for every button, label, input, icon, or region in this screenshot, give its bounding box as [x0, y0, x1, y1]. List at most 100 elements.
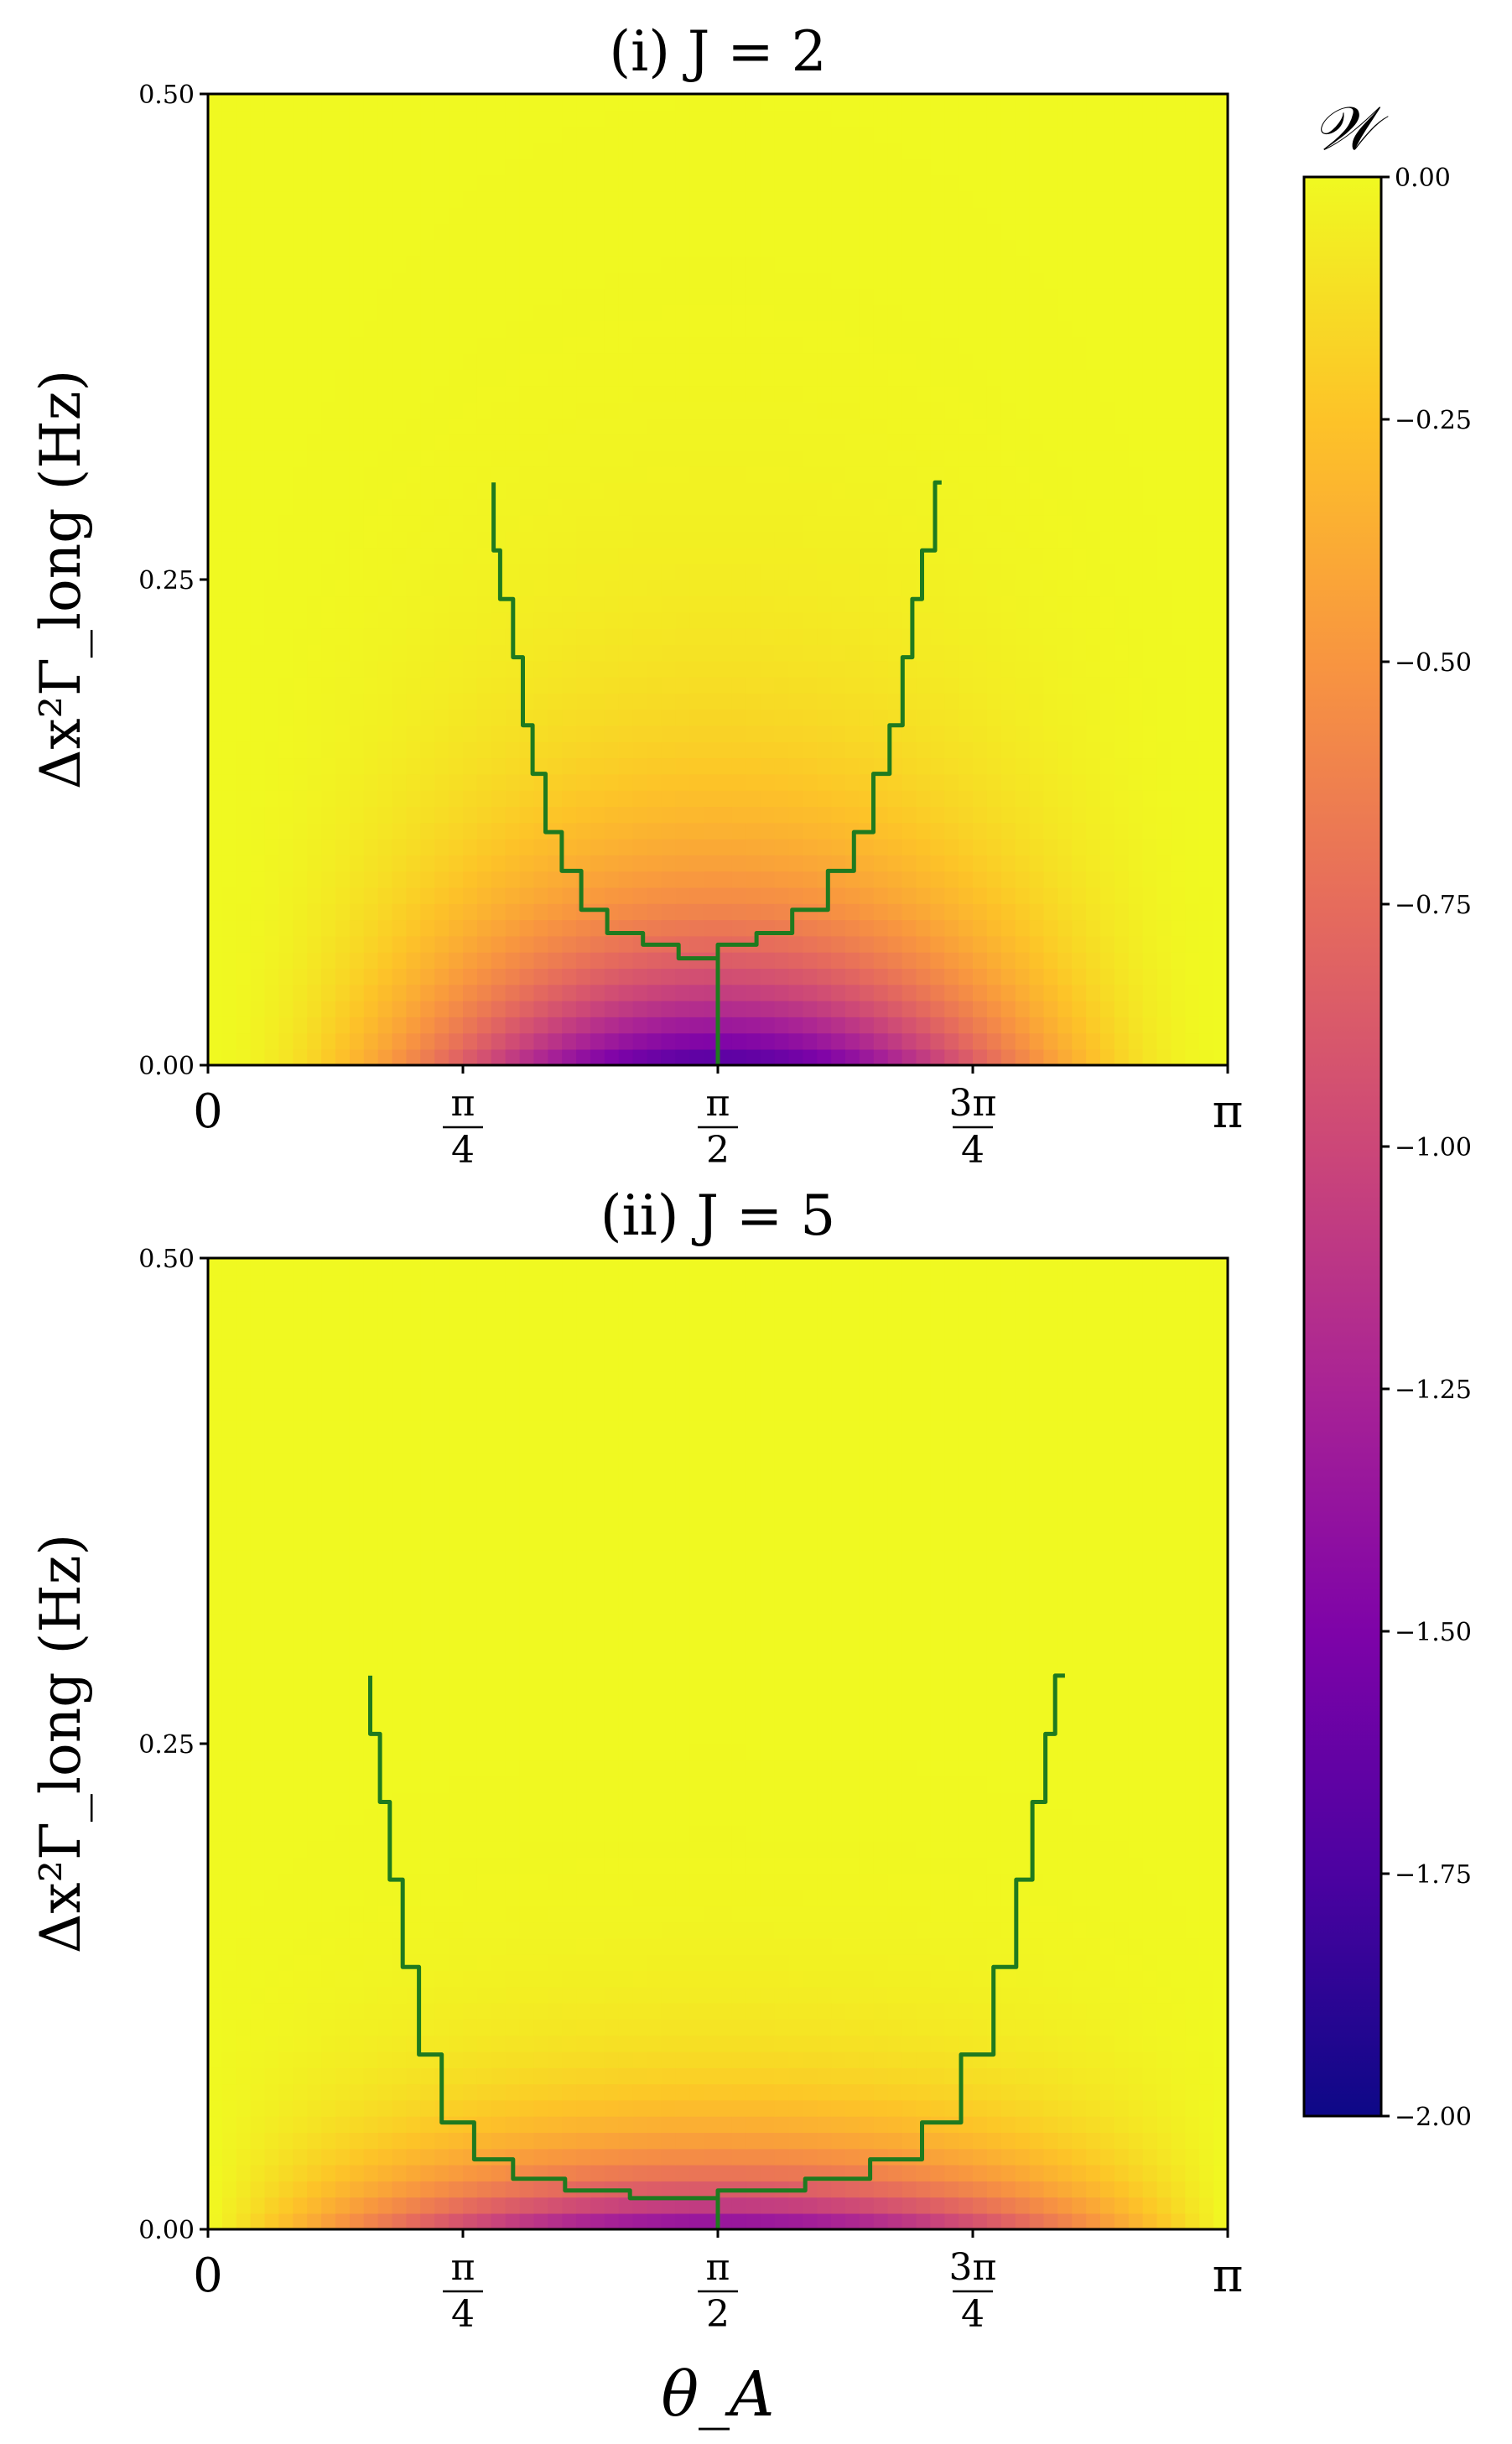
heatmap-cell [392, 855, 408, 872]
heatmap-cell [307, 580, 322, 597]
heatmap-cell [1156, 2148, 1172, 2166]
heatmap-cell [675, 1000, 691, 1017]
heatmap-cell [1015, 352, 1031, 370]
heatmap-cell [278, 2115, 294, 2133]
heatmap-cell [675, 2164, 691, 2181]
heatmap-cell [1057, 693, 1073, 710]
heatmap-cell [661, 514, 677, 532]
heatmap-cell [449, 1032, 464, 1050]
heatmap-cell [788, 822, 804, 840]
heatmap-cell [930, 159, 946, 176]
heatmap-cell [463, 450, 478, 467]
x-tick-denominator: 4 [961, 1129, 985, 1172]
heatmap-cell [533, 174, 549, 192]
heatmap-cell [930, 951, 946, 969]
heatmap-cell [618, 2132, 634, 2150]
heatmap-cell [1100, 320, 1115, 338]
heatmap-cell [321, 2083, 336, 2101]
heatmap-cell [335, 822, 351, 840]
heatmap-cell [774, 968, 790, 985]
heatmap-cell [704, 2181, 719, 2198]
heatmap-cell [944, 2148, 959, 2166]
heatmap-cell [491, 2164, 507, 2181]
heatmap-cell [647, 2099, 662, 2117]
heatmap-cell [1128, 2164, 1144, 2181]
heatmap-cell [491, 935, 507, 953]
heatmap-cell [916, 142, 932, 159]
heatmap-cell [278, 2197, 294, 2214]
heatmap-cell [930, 627, 946, 645]
heatmap-cell [618, 547, 634, 564]
heatmap-cell [704, 304, 719, 321]
heatmap-cell [675, 531, 691, 549]
heatmap-cell [420, 676, 436, 694]
heatmap-cell [420, 2132, 436, 2150]
heatmap-cell [1100, 159, 1115, 176]
heatmap-cell [689, 272, 704, 289]
heatmap-cell [986, 482, 1002, 500]
heatmap-cell [1086, 2132, 1101, 2150]
heatmap-cell [1128, 288, 1144, 305]
heatmap-cell [689, 2213, 704, 2229]
heatmap-cell [774, 514, 790, 532]
heatmap-cell [278, 595, 294, 613]
heatmap-cell [959, 887, 974, 904]
heatmap-cell [208, 563, 223, 580]
heatmap-cell [803, 725, 818, 742]
heatmap-cell [1128, 951, 1144, 969]
heatmap-cell [1213, 580, 1228, 597]
heatmap-cell [406, 288, 422, 305]
heatmap-cell [1086, 514, 1101, 532]
heatmap-cell [1029, 498, 1045, 516]
heatmap-cell [604, 580, 620, 597]
heatmap-cell [1086, 919, 1101, 937]
panel-title: (i) J = 2 [609, 19, 826, 84]
heatmap-cell [604, 465, 620, 483]
heatmap-cell [519, 110, 535, 127]
heatmap-cell [335, 223, 351, 241]
heatmap-cell [221, 110, 237, 127]
heatmap-cell [887, 304, 903, 321]
heatmap-cell [406, 693, 422, 710]
heatmap-cell [208, 822, 223, 840]
heatmap-cell [887, 644, 903, 662]
heatmap-cell [392, 174, 408, 192]
heatmap-cell [406, 838, 422, 855]
heatmap-cell [986, 256, 1002, 273]
heatmap-cell [959, 514, 974, 532]
heatmap-cell [377, 126, 393, 143]
heatmap-cell [1156, 450, 1172, 467]
heatmap-cell [449, 531, 464, 549]
heatmap-cell [250, 2083, 266, 2101]
heatmap-cell [505, 450, 521, 467]
heatmap-cell [1000, 385, 1016, 403]
heatmap-cell [1213, 2181, 1228, 2198]
heatmap-cell [901, 223, 917, 241]
heatmap-cell [901, 498, 917, 516]
heatmap-cell [463, 741, 478, 759]
heatmap-cell [817, 465, 832, 483]
heatmap-cell [236, 951, 252, 969]
heatmap-cell [973, 239, 988, 257]
heatmap-cell [689, 644, 704, 662]
heatmap-cell [675, 2148, 691, 2166]
heatmap-cell [236, 94, 252, 112]
heatmap-cell [533, 110, 549, 127]
heatmap-cell [208, 320, 223, 338]
heatmap-cell [264, 563, 280, 580]
heatmap-cell [1072, 369, 1087, 387]
heatmap-cell [505, 871, 521, 888]
heatmap-cell [250, 822, 266, 840]
heatmap-cell [335, 514, 351, 532]
heatmap-cell [916, 919, 932, 937]
heatmap-cell [1029, 2115, 1045, 2133]
heatmap-cell [1171, 547, 1187, 564]
heatmap-cell [533, 611, 549, 629]
heatmap-cell [1029, 190, 1045, 208]
heatmap-cell [689, 239, 704, 257]
heatmap-cell [1156, 2181, 1172, 2198]
heatmap-cell [533, 256, 549, 273]
heatmap-cell [349, 514, 365, 532]
heatmap-cell [590, 984, 605, 1001]
heatmap-cell [618, 2213, 634, 2229]
